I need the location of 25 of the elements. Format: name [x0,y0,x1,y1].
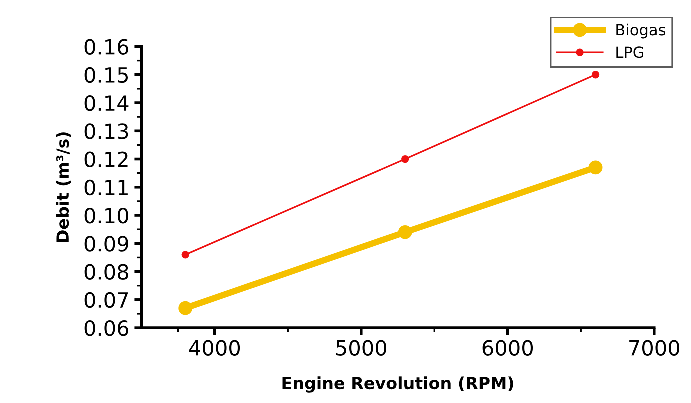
x-tick-label: 5000 [336,340,387,356]
y-tick-label: 0.08 [84,264,128,280]
y-tick-label: 0.12 [84,152,128,168]
y-tick-label: 0.10 [84,208,128,224]
point [398,225,412,240]
legend-label: Biogas [616,24,666,39]
legend-label: LPG [616,46,644,58]
y-tick-label: 0.16 [84,39,129,55]
y-tick-label: 0.13 [84,124,128,140]
point [178,301,193,316]
x-axis-title: Engine Revolution (RPM) [282,376,514,393]
y-tick-label: 0.11 [84,180,128,196]
y-tick-label: 0.15 [84,67,128,84]
point [592,71,600,79]
point [402,155,410,164]
x-tick-label: 6000 [482,340,534,356]
y-tick-label: 0.14 [84,95,129,112]
y-tick-label: 0.06 [84,320,129,336]
y-axis-title: Debit (m³/s) [56,132,72,242]
x-tick-label: 7000 [630,340,680,356]
x-tick-label: 4000 [189,340,240,356]
point [588,160,603,175]
point [182,251,190,259]
y-tick-label: 0.07 [84,292,128,308]
y-tick-label: 0.09 [84,236,128,252]
